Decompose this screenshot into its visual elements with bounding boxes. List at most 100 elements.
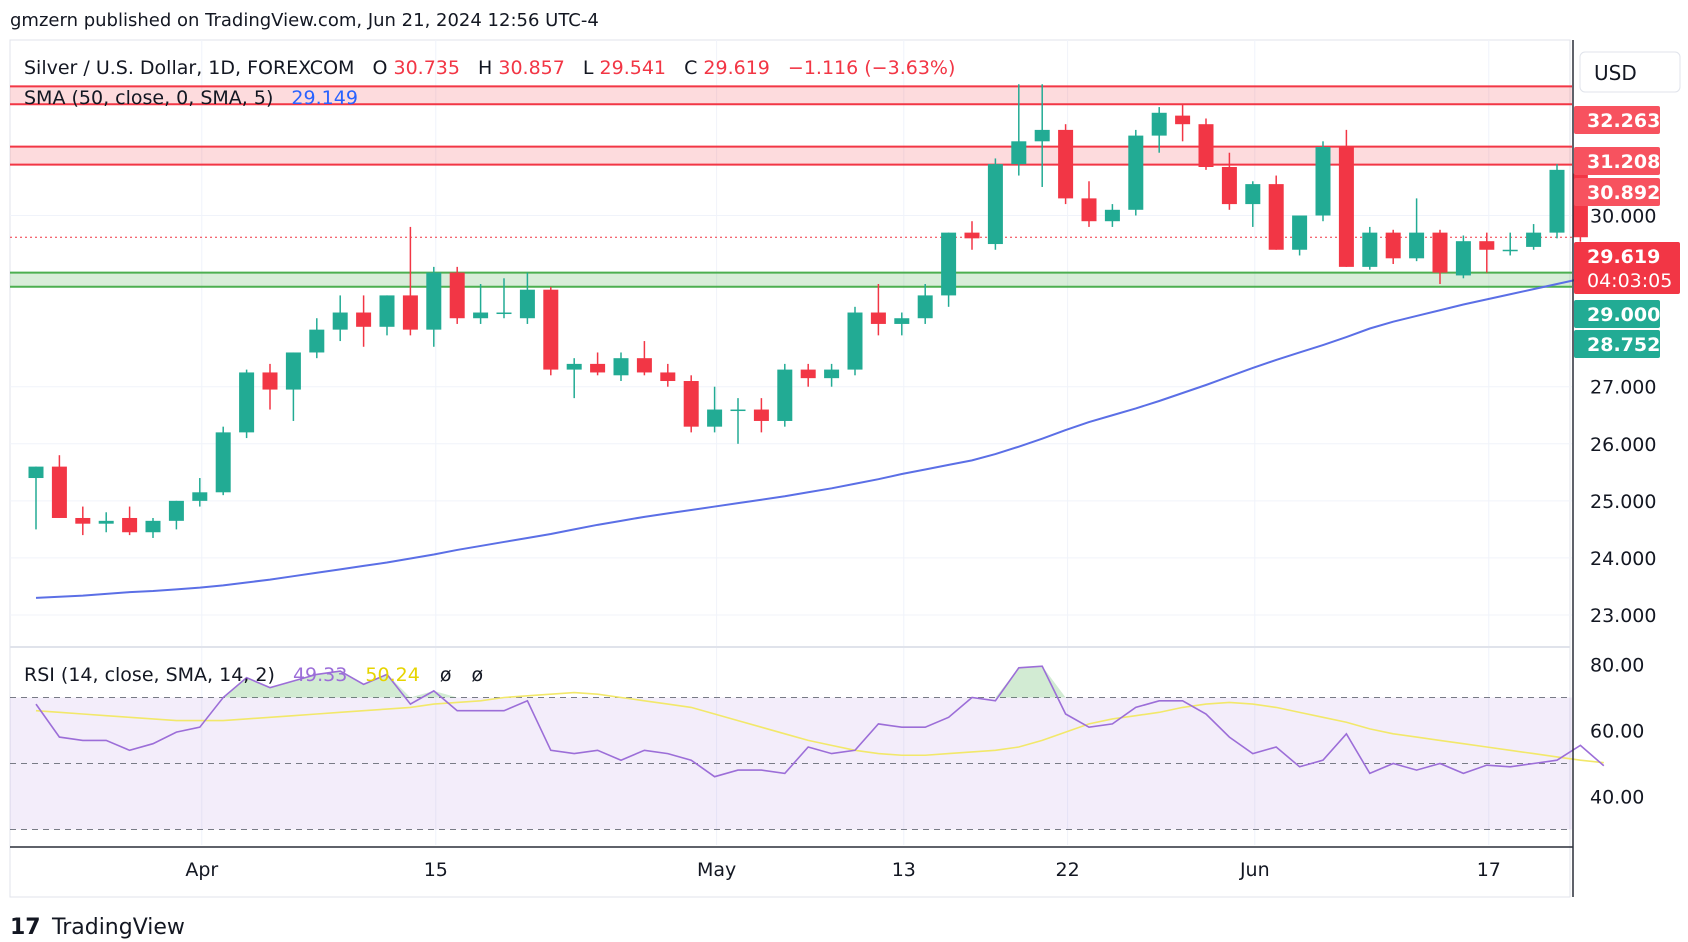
candle-body [730,409,746,412]
time-tick-label: 22 [1056,859,1080,881]
candle-body [309,329,325,353]
candles [28,84,1588,538]
candle-body [519,289,535,319]
svg-text:SMA (50, close, 0, SMA, 5): SMA (50, close, 0, SMA, 5) 29.149 [24,87,358,109]
candle-body [285,352,301,390]
rsi-pane[interactable] [10,665,1605,830]
candle-body [1315,147,1331,216]
legend-symbol: Silver / U.S. Dollar, 1D, FOREXCOM [24,57,354,79]
candle-body [753,409,769,421]
candle-body [1175,115,1191,125]
rsi-line [35,665,1605,778]
candle-body [215,432,231,493]
time-tick-label: Jun [1239,859,1270,881]
candle-body [707,409,723,427]
rsi-legend-extra-1: ø [440,664,452,686]
price-badge [1574,300,1660,328]
rsi-legend-value: 49.33 [293,664,347,686]
candle-body [543,289,559,370]
price-badge-label: 28.752 [1587,334,1660,356]
price-badge-label: 29.619 [1587,246,1660,268]
candle-body [122,517,138,533]
price-badge [1574,330,1660,358]
currency-button[interactable]: USD [1579,51,1681,93]
candle-body [917,295,933,319]
legend-sma-label: SMA (50, close, 0, SMA, 5) [24,87,273,109]
time-axis[interactable]: Apr 15 May 13 22 Jun 17 [185,859,1501,881]
publisher-line: gmzern published on TradingView.com, Jun… [10,10,599,31]
tradingview-logo[interactable]: 17 TradingView [10,915,185,940]
price-scale[interactable]: 23.000 24.000 25.000 26.000 27.000 30.000 [1590,206,1656,627]
main-legend: Silver / U.S. Dollar, 1D, FOREXCOM O 30.… [24,57,955,109]
candle-body [1058,129,1074,199]
candle-body [1011,141,1027,165]
legend-high-label: H [478,57,492,79]
candle-body [145,520,161,533]
candle-body [1151,112,1167,136]
candle-body [566,363,582,370]
candle-body [1338,147,1354,267]
candle-body [239,372,255,433]
candle-body [1362,232,1378,267]
candle-body [75,517,91,524]
candle-body [941,232,957,296]
candle-body [426,272,442,330]
legend-high-value: 30.857 [498,57,564,79]
price-tick-label: 27.000 [1590,377,1656,399]
rsi-legend-label: RSI (14, close, SMA, 14, 2) [24,664,275,686]
time-tick-label: 15 [424,859,448,881]
time-tick-label: Apr [185,859,218,881]
rsi-tick-label: 60.00 [1590,721,1644,743]
candle-body [51,466,67,518]
candle-body [473,312,489,319]
candle-body [1479,241,1495,250]
rsi-scale[interactable]: 40.00 60.00 80.00 [1590,655,1644,809]
price-badge-label: 29.000 [1587,304,1660,326]
legend-open-value: 30.735 [393,57,459,79]
price-zones [10,85,1572,288]
main-price-pane[interactable] [10,40,1588,845]
price-badge-countdown: 04:03:05 [1587,270,1672,292]
support-zone [10,272,1572,287]
rsi-tick-label: 40.00 [1590,787,1644,809]
tradingview-logo-icon: 17 [10,915,41,940]
time-tick-label: May [697,859,736,881]
candle-body [590,363,606,373]
candle-body [168,500,184,521]
candle-body [1081,198,1097,222]
price-tick-label: 30.000 [1590,206,1656,228]
price-tick-label: 25.000 [1590,491,1656,513]
candle-body [356,312,372,327]
legend-low-label: L [583,57,594,79]
candle-body [1268,184,1284,250]
candle-body [496,312,512,315]
candle-body [1549,169,1565,233]
candle-body [1455,241,1471,276]
candle-body [1245,184,1261,205]
price-badge [1574,242,1680,294]
candle-body [987,164,1003,245]
candle-body [28,466,44,479]
candle-body [1526,232,1542,247]
price-badge [1574,178,1660,206]
legend-sma-value: 29.149 [291,87,357,109]
candle-body [800,369,816,379]
legend-close-label: C [684,57,697,79]
candle-body [870,312,886,324]
rsi-overbought-fill [223,666,1066,698]
svg-text:Silver / U.S. Dollar, 1D, FORE: Silver / U.S. Dollar, 1D, FOREXCOM O 30.… [24,57,955,79]
price-badge [1574,147,1660,175]
sma-line [35,277,1581,599]
candle-body [1128,135,1144,210]
time-tick-label: 13 [892,859,916,881]
candle-body [894,318,910,324]
rsi-legend-ma-value: 50.24 [365,664,419,686]
candle-body [379,295,395,327]
candle-body [1292,215,1308,250]
chart-frame [9,39,1571,898]
rsi-tick-label: 80.00 [1590,655,1644,677]
candle-body [98,520,114,524]
rsi-ma-line [35,691,1604,764]
